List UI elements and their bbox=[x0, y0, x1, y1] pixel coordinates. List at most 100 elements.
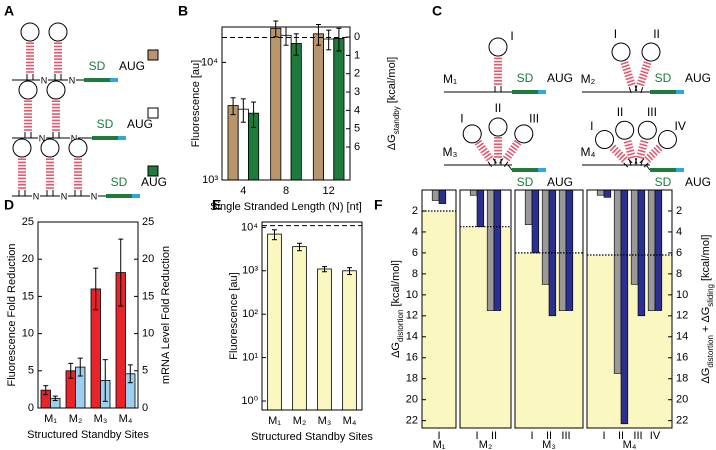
x-tick-label: 4 bbox=[240, 185, 246, 197]
y2-tick-label: 15 bbox=[142, 290, 154, 302]
hairpin bbox=[611, 42, 638, 94]
x-tick-label: M₄ bbox=[119, 413, 133, 425]
label-part: sliding bbox=[706, 284, 715, 307]
linker-label: N bbox=[71, 133, 78, 143]
plot-frame bbox=[221, 26, 351, 181]
y2-tick-label: 4 bbox=[354, 104, 360, 116]
x-tick-label: II bbox=[546, 430, 552, 442]
y2-tick-label: 16 bbox=[676, 352, 688, 364]
aug-label: AUG bbox=[127, 117, 153, 131]
base-pair bbox=[482, 150, 490, 157]
y2-tick-label: 10 bbox=[676, 289, 688, 301]
hairpin-loop bbox=[641, 42, 661, 62]
base-pair bbox=[636, 82, 645, 87]
base-pair bbox=[625, 146, 634, 150]
hairpin-label: IV bbox=[675, 119, 686, 133]
bar bbox=[637, 189, 646, 317]
hairpin-label: I bbox=[510, 29, 513, 43]
x-tick-label: M₃ bbox=[318, 415, 332, 427]
base-pair bbox=[611, 146, 619, 154]
y2-tick-label: 1 bbox=[354, 49, 360, 61]
model-label: M₃ bbox=[443, 145, 458, 159]
y2-tick-label: 20 bbox=[676, 394, 688, 406]
bar bbox=[312, 33, 324, 181]
linker-gap bbox=[40, 75, 48, 85]
y2-axis-label: ΔGdistortion + ΔGsliding [kcal/mol] bbox=[700, 235, 715, 384]
x-tick-label: M₃ bbox=[94, 413, 108, 425]
hairpin-loop bbox=[611, 42, 631, 62]
linker-label: N bbox=[91, 191, 98, 201]
sd-label: SD bbox=[111, 175, 128, 189]
base-pair bbox=[653, 146, 661, 154]
y2-tick-label: 2 bbox=[354, 68, 360, 80]
x-tick-label: II bbox=[491, 430, 497, 442]
label-part: ΔG bbox=[390, 342, 402, 358]
model-label: M₄ bbox=[581, 145, 596, 159]
bar bbox=[333, 37, 345, 181]
base-pair bbox=[614, 149, 621, 156]
y-tick-label: 10³ bbox=[202, 174, 218, 186]
linker-gap bbox=[70, 133, 78, 143]
hairpin-loop bbox=[657, 130, 677, 150]
hairpin-loop bbox=[488, 117, 508, 137]
base-pair bbox=[512, 142, 520, 149]
bar bbox=[565, 189, 574, 311]
aug-label: AUG bbox=[547, 71, 573, 85]
linker-label: N bbox=[61, 191, 68, 201]
base-pair bbox=[478, 145, 486, 151]
y-tick-label: 10 bbox=[22, 328, 34, 340]
y2-tick-label: 6 bbox=[354, 141, 360, 153]
x-tick-label: II bbox=[618, 430, 624, 442]
y-axis-label: ΔGdistortion [kcal/mol] bbox=[390, 260, 405, 358]
hairpin bbox=[462, 124, 497, 168]
threshold-region bbox=[422, 210, 456, 428]
bar bbox=[541, 189, 550, 285]
hairpin-label: II bbox=[653, 27, 660, 41]
base-pair bbox=[640, 70, 649, 75]
y-tick-label: 14 bbox=[406, 331, 418, 343]
linker-gap bbox=[90, 191, 98, 201]
hairpin-label: I bbox=[614, 27, 617, 41]
bar bbox=[431, 189, 440, 201]
bar bbox=[290, 43, 302, 181]
hairpin-loop bbox=[20, 22, 40, 42]
bar bbox=[524, 189, 533, 225]
x-tick-label: I bbox=[437, 430, 440, 442]
base-pair bbox=[510, 145, 518, 151]
hairpin-stem bbox=[634, 158, 638, 165]
base-pair bbox=[627, 155, 637, 160]
base-pair bbox=[508, 147, 516, 154]
x-tick-label: 8 bbox=[283, 185, 289, 197]
hairpin bbox=[12, 138, 32, 196]
hairpin bbox=[68, 138, 88, 196]
y2-tick-label: 5 bbox=[354, 123, 360, 135]
linker-gap bbox=[68, 75, 76, 85]
hairpin bbox=[20, 22, 40, 80]
base-pair bbox=[627, 82, 636, 87]
base-pair bbox=[655, 144, 663, 152]
base-pair bbox=[626, 149, 635, 153]
model-label: M₂ bbox=[581, 72, 596, 86]
base-pair bbox=[485, 155, 494, 162]
base-pair bbox=[636, 152, 645, 156]
base-pair bbox=[623, 140, 632, 144]
hairpin bbox=[634, 120, 657, 166]
hairpin bbox=[499, 124, 534, 168]
aug-label: AUG bbox=[141, 175, 167, 189]
hairpin-label: II bbox=[495, 101, 502, 115]
bar bbox=[476, 189, 485, 227]
y-tick-label: 5 bbox=[28, 365, 34, 377]
x-axis-label: Single Stranded Length (N) [nt] bbox=[210, 201, 362, 213]
y-tick-label: 15 bbox=[22, 290, 34, 302]
base-pair bbox=[639, 143, 648, 147]
y-tick-label: 16 bbox=[406, 352, 418, 364]
base-pair bbox=[623, 70, 632, 75]
base-pair bbox=[621, 64, 630, 69]
hairpin-stem bbox=[487, 161, 492, 168]
y2-tick-label: 20 bbox=[142, 253, 154, 265]
threshold-region bbox=[460, 226, 511, 428]
x-tick-label: 12 bbox=[323, 185, 335, 197]
base-pair bbox=[624, 143, 633, 147]
linker-label: N bbox=[33, 191, 40, 201]
y-tick-label: 2 bbox=[412, 205, 418, 217]
